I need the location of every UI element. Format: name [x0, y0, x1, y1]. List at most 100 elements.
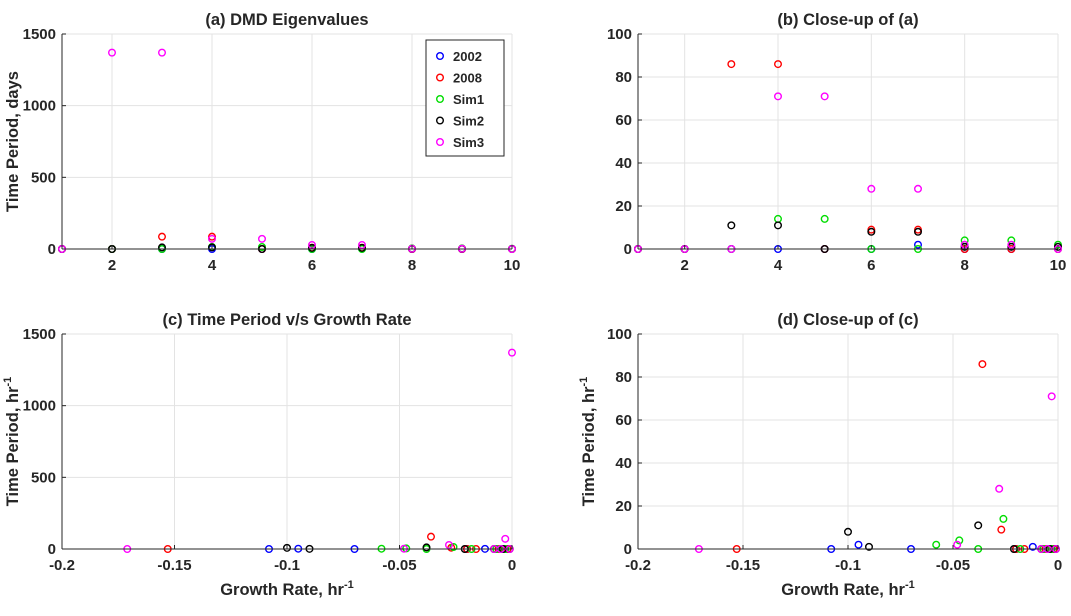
y-tick-label: 40 — [615, 155, 632, 172]
point-sim3 — [445, 540, 454, 549]
x-tick-label: -0.1 — [835, 557, 861, 574]
y-tick-label: 80 — [615, 369, 632, 386]
point-2008 — [997, 525, 1006, 534]
point-sim2 — [283, 543, 292, 552]
y-tick-label: 0 — [48, 541, 56, 558]
point-sim3 — [953, 540, 962, 549]
point-sim2 — [157, 243, 166, 252]
x-tick-label: -0.2 — [625, 557, 651, 574]
y-tick-label: 1500 — [23, 326, 56, 343]
x-tick-label: 10 — [1050, 257, 1067, 274]
x-tick-label: -0.05 — [382, 557, 416, 574]
point-sim2 — [914, 227, 923, 236]
y-tick-label: 20 — [615, 198, 632, 215]
x-tick-label: 2 — [108, 257, 116, 274]
legend-marker-sim2 — [436, 116, 445, 125]
point-sim2 — [308, 243, 317, 252]
point-sim3 — [358, 240, 367, 249]
y-tick-label: 0 — [624, 241, 632, 258]
point-sim1 — [449, 542, 458, 551]
legend-label-2008: 2008 — [453, 71, 482, 86]
point-sim3 — [995, 484, 1004, 493]
panel-title: (a) DMD Eigenvalues — [205, 11, 368, 29]
x-tick-label: -0.15 — [157, 557, 191, 574]
y-tick-label: 0 — [624, 541, 632, 558]
y-axis-label: Time Period, days — [4, 71, 22, 212]
legend-label-sim3: Sim3 — [453, 135, 484, 150]
y-tick-label: 100 — [607, 26, 632, 43]
point-2008 — [774, 60, 783, 69]
plot-area — [638, 34, 1058, 249]
point-sim2 — [358, 243, 367, 252]
panel-title: (c) Time Period v/s Growth Rate — [162, 311, 411, 329]
y-tick-label: 0 — [48, 241, 56, 258]
x-axis-label: Growth Rate, hr-1 — [220, 579, 354, 599]
point-sim1 — [820, 214, 829, 223]
y-tick-label: 1000 — [23, 398, 56, 415]
point-sim2 — [422, 543, 431, 552]
x-axis-label: Growth Rate, hr-1 — [781, 579, 915, 599]
y-tick-label: 80 — [615, 69, 632, 86]
point-sim1 — [932, 540, 941, 549]
y-tick-label: 100 — [607, 326, 632, 343]
point-sim2 — [865, 542, 874, 551]
legend-label-sim2: Sim2 — [453, 114, 484, 129]
point-2008 — [157, 232, 166, 241]
legend-marker-sim3 — [436, 137, 445, 146]
x-tick-label: 6 — [308, 257, 316, 274]
point-sim3 — [1047, 392, 1056, 401]
panel-a: 2 4 6 8 10 0 500 1000 1500 (a) DMD Eigenvalues Tim… — [4, 11, 520, 274]
point-sim3 — [820, 92, 829, 101]
point-2002 — [914, 240, 923, 249]
panel-title: (b) Close-up of (a) — [777, 11, 918, 29]
point-sim3 — [258, 234, 267, 243]
point-sim1 — [955, 536, 964, 545]
panel-c: -0.2 -0.15 -0.1 -0.05 0 0 500 1000 1500 (c) Time … — [2, 311, 516, 599]
point-sim2 — [727, 221, 736, 230]
point-sim2 — [844, 527, 853, 536]
panel-title: (d) Close-up of (c) — [777, 311, 918, 329]
y-axis-label: Time Period, hr-1 — [2, 377, 22, 507]
point-2002 — [1028, 542, 1037, 551]
x-tick-label: 6 — [867, 257, 875, 274]
x-tick-label: -0.2 — [49, 557, 75, 574]
legend-marker-sim1 — [436, 94, 445, 103]
legend-label-2002: 2002 — [453, 49, 482, 64]
x-tick-label: -0.15 — [726, 557, 760, 574]
point-2008 — [727, 60, 736, 69]
y-tick-label: 500 — [31, 469, 56, 486]
legend-marker-2002 — [436, 52, 445, 61]
x-tick-label: 0 — [1054, 557, 1062, 574]
y-tick-label: 1500 — [23, 26, 56, 43]
legend: 2002 2008 Sim1 Sim2 Sim3 — [425, 39, 505, 157]
point-sim1 — [999, 514, 1008, 523]
legend-label-sim1: Sim1 — [453, 92, 484, 107]
x-tick-label: 4 — [774, 257, 783, 274]
point-sim3 — [1007, 240, 1016, 249]
point-sim2 — [867, 227, 876, 236]
point-sim3 — [774, 92, 783, 101]
point-2008 — [978, 360, 987, 369]
panel-d: -0.2 -0.15 -0.1 -0.05 0 0 20 40 60 80 100 (d) Close… — [578, 311, 1062, 599]
point-2008 — [427, 532, 436, 541]
x-tick-label: 0 — [508, 557, 516, 574]
point-sim2 — [207, 243, 216, 252]
point-sim3 — [207, 234, 216, 243]
x-tick-label: 10 — [504, 257, 521, 274]
y-axis-label: Time Period, hr-1 — [578, 377, 598, 507]
x-tick-label: 8 — [960, 257, 968, 274]
point-sim3 — [107, 48, 116, 57]
legend-marker-2008 — [436, 73, 445, 82]
point-sim3 — [867, 184, 876, 193]
y-tick-label: 20 — [615, 498, 632, 515]
point-sim3 — [914, 184, 923, 193]
y-tick-label: 40 — [615, 455, 632, 472]
x-tick-label: 2 — [680, 257, 688, 274]
x-tick-label: -0.1 — [274, 557, 300, 574]
point-sim2 — [974, 521, 983, 530]
y-tick-label: 60 — [615, 412, 632, 429]
y-tick-label: 60 — [615, 112, 632, 129]
y-tick-label: 1000 — [23, 98, 56, 115]
